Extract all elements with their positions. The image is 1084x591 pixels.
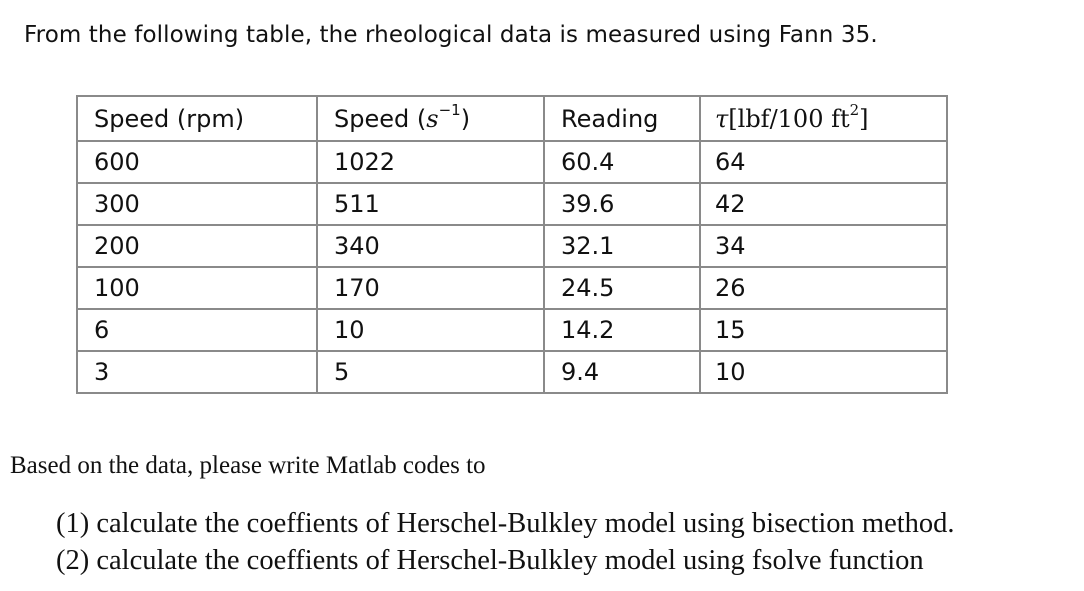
table-header-row: Speed (rpm) Speed (s−1) Reading τ[lbf/10…	[76, 95, 948, 142]
cell-speed-per-second: 511	[316, 182, 545, 226]
cell-shear-stress: 34	[699, 224, 948, 268]
table-row: 3 5 9.4 10	[76, 350, 948, 394]
header-speed-prefix: Speed (	[334, 104, 427, 133]
cell-speed-per-second: 5	[316, 350, 545, 394]
cell-reading: 60.4	[543, 140, 701, 184]
header-speed-var: s	[426, 104, 439, 133]
cell-reading: 9.4	[543, 350, 701, 394]
cell-shear-stress: 26	[699, 266, 948, 310]
cell-speed-rpm: 6	[76, 308, 318, 352]
header-speed-per-second: Speed (s−1)	[316, 95, 545, 142]
cell-speed-rpm: 300	[76, 182, 318, 226]
cell-reading: 24.5	[543, 266, 701, 310]
cell-speed-per-second: 170	[316, 266, 545, 310]
tau-symbol: τ	[715, 104, 729, 133]
rheology-table: Speed (rpm) Speed (s−1) Reading τ[lbf/10…	[76, 95, 948, 394]
prompt-text: Based on the data, please write Matlab c…	[10, 452, 486, 479]
cell-speed-per-second: 1022	[316, 140, 545, 184]
cell-speed-per-second: 340	[316, 224, 545, 268]
header-shear-stress: τ[lbf/100 ft2]	[699, 95, 948, 142]
header-speed-exp: −1	[438, 100, 461, 119]
cell-reading: 39.6	[543, 182, 701, 226]
table-row: 6 10 14.2 15	[76, 308, 948, 352]
cell-speed-per-second: 10	[316, 308, 545, 352]
cell-shear-stress: 64	[699, 140, 948, 184]
header-reading: Reading	[543, 95, 701, 142]
cell-speed-rpm: 3	[76, 350, 318, 394]
cell-reading: 14.2	[543, 308, 701, 352]
cell-shear-stress: 42	[699, 182, 948, 226]
header-speed-rpm: Speed (rpm)	[76, 95, 318, 142]
header-speed-suffix: )	[460, 104, 471, 133]
header-tau-unit: [lbf/100 ft	[728, 104, 850, 133]
task-list: (1) calculate the coeffients of Herschel…	[56, 505, 955, 579]
header-tau-close: ]	[859, 104, 869, 133]
cell-speed-rpm: 100	[76, 266, 318, 310]
cell-speed-rpm: 200	[76, 224, 318, 268]
intro-text: From the following table, the rheologica…	[24, 22, 878, 48]
cell-reading: 32.1	[543, 224, 701, 268]
table-row: 300 511 39.6 42	[76, 182, 948, 226]
header-tau-exp: 2	[849, 100, 860, 119]
cell-shear-stress: 10	[699, 350, 948, 394]
cell-shear-stress: 15	[699, 308, 948, 352]
task-item: (2) calculate the coeffients of Herschel…	[56, 545, 924, 576]
cell-speed-rpm: 600	[76, 140, 318, 184]
task-item: (1) calculate the coeffients of Herschel…	[56, 508, 955, 539]
table-row: 200 340 32.1 34	[76, 224, 948, 268]
table-row: 600 1022 60.4 64	[76, 140, 948, 184]
table-row: 100 170 24.5 26	[76, 266, 948, 310]
